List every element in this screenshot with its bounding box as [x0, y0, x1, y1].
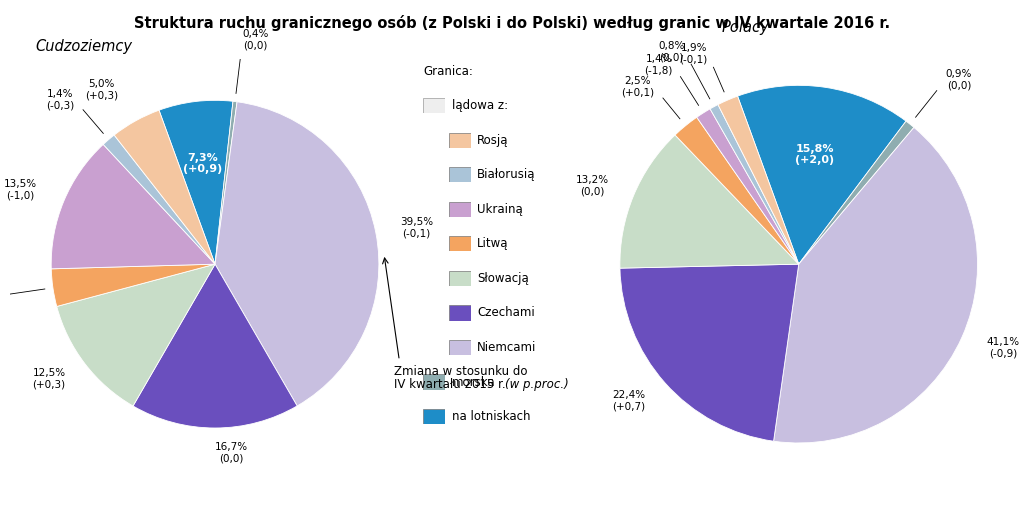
Text: 1,4%
(-1,8): 1,4% (-1,8) [644, 54, 673, 75]
Text: 2,5%
(+0,1): 2,5% (+0,1) [621, 76, 654, 98]
Wedge shape [103, 135, 215, 264]
Wedge shape [114, 110, 215, 264]
Wedge shape [718, 96, 799, 264]
Text: lądowa z:: lądowa z: [452, 99, 508, 112]
Text: na lotniskach: na lotniskach [452, 410, 530, 423]
Text: IV kwartału 2015 r.: IV kwartału 2015 r. [394, 378, 510, 391]
Text: 5,0%
(+0,3): 5,0% (+0,3) [85, 79, 118, 100]
Text: 41,1%
(-0,9): 41,1% (-0,9) [986, 337, 1020, 359]
Text: Litwą: Litwą [477, 237, 509, 250]
Text: 22,4%
(+0,7): 22,4% (+0,7) [611, 390, 645, 411]
Text: 13,5%
(-1,0): 13,5% (-1,0) [3, 179, 37, 201]
Wedge shape [51, 264, 215, 306]
Wedge shape [133, 264, 297, 428]
Wedge shape [56, 264, 215, 406]
Text: 1,9%
(-0,1): 1,9% (-0,1) [680, 43, 708, 65]
Text: Słowacją: Słowacją [477, 272, 529, 285]
Wedge shape [710, 105, 799, 264]
Wedge shape [620, 264, 799, 441]
Text: Niemcami: Niemcami [477, 341, 537, 354]
Text: 12,5%
(+0,3): 12,5% (+0,3) [33, 368, 66, 390]
Text: 0,9%
(0,0): 0,9% (0,0) [945, 69, 972, 90]
Text: 0,8%
(0,0): 0,8% (0,0) [658, 41, 684, 62]
Text: Ukrainą: Ukrainą [477, 203, 523, 216]
Wedge shape [696, 109, 799, 264]
Wedge shape [159, 100, 233, 264]
Title: Cudzoziemcy: Cudzoziemcy [36, 39, 132, 54]
Wedge shape [51, 144, 215, 269]
Wedge shape [773, 128, 978, 443]
Text: Czechami: Czechami [477, 306, 535, 320]
Text: Zmiana w stosunku do: Zmiana w stosunku do [394, 365, 527, 378]
Text: (w p.proc.): (w p.proc.) [505, 378, 568, 391]
Text: 15,8%
(+2,0): 15,8% (+2,0) [796, 144, 835, 165]
Text: 16,7%
(0,0): 16,7% (0,0) [215, 442, 248, 463]
Text: 1,4%
(-0,3): 1,4% (-0,3) [46, 89, 75, 111]
Text: 13,2%
(0,0): 13,2% (0,0) [575, 175, 608, 196]
Text: Granica:: Granica: [423, 65, 473, 78]
Text: Struktura ruchu granicznego osób (z Polski i do Polski) według granic w IV kwart: Struktura ruchu granicznego osób (z Pols… [134, 15, 890, 31]
Wedge shape [215, 102, 379, 406]
Text: Rosją: Rosją [477, 134, 509, 147]
Text: 39,5%
(-0,1): 39,5% (-0,1) [400, 217, 433, 238]
Title: Polacy: Polacy [721, 20, 769, 36]
Wedge shape [737, 85, 906, 264]
Wedge shape [215, 101, 237, 264]
Text: Białorusią: Białorusią [477, 168, 536, 181]
Text: 0,4%
(0,0): 0,4% (0,0) [243, 29, 269, 51]
Text: 7,3%
(+0,9): 7,3% (+0,9) [183, 152, 222, 174]
Wedge shape [675, 117, 799, 264]
Wedge shape [620, 135, 799, 268]
Text: morska: morska [452, 375, 496, 389]
Wedge shape [799, 121, 914, 264]
